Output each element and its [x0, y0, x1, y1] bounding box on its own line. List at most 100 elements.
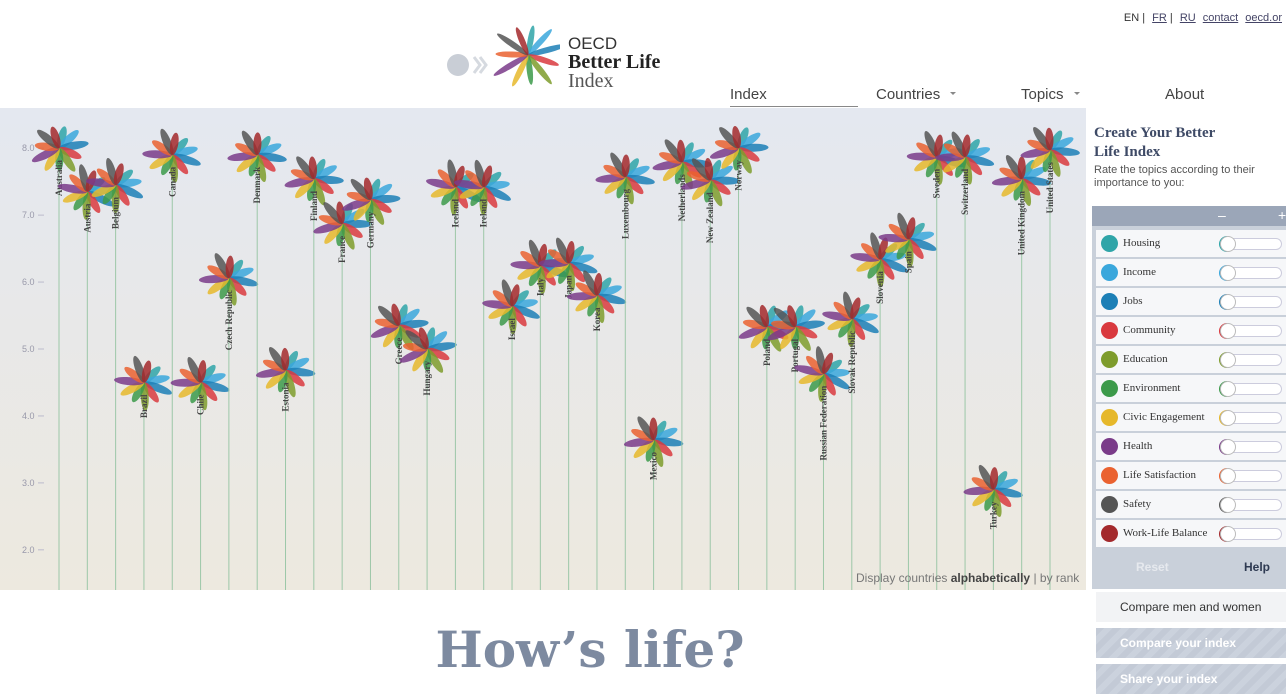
topic-icon [1101, 409, 1118, 426]
topic-icon [1101, 235, 1118, 252]
panel-header: – + [1092, 206, 1286, 226]
topic-icon [1101, 467, 1118, 484]
country-label: Netherlands [677, 174, 687, 221]
page: {"header": {"brand": "OECD", "title": "B… [0, 0, 1286, 693]
topic-row: Civic Engagement [1096, 404, 1286, 431]
topic-icon [1101, 525, 1118, 542]
nav-item[interactable]: Countries [876, 86, 956, 103]
country-label: Luxembourg [620, 188, 630, 239]
topic-row: Education [1096, 346, 1286, 373]
link[interactable]: contact [1203, 12, 1238, 24]
slider-knob[interactable] [1220, 526, 1236, 542]
slider-knob[interactable] [1220, 381, 1236, 397]
sep: | [1170, 12, 1173, 24]
topic-name: Housing [1123, 237, 1160, 249]
chart-background [0, 108, 1086, 590]
topic-name: Life Satisfaction [1123, 469, 1196, 481]
slider-knob[interactable] [1220, 265, 1236, 281]
topic-icon [1101, 322, 1118, 339]
rating-panel: – + Housing Income Jobs Community Education E… [1092, 206, 1286, 589]
country-label: Israel [507, 318, 517, 340]
topic-row: Safety [1096, 491, 1286, 518]
y-tick-label: 3.0 [22, 478, 35, 488]
country-label: United Kingdom [1017, 190, 1027, 255]
y-tick-label: 8.0 [22, 143, 35, 153]
lang[interactable]: RU [1180, 12, 1196, 24]
topic-name: Jobs [1123, 295, 1143, 307]
y-tick-label: 2.0 [22, 545, 35, 555]
country-label: Iceland [450, 199, 460, 228]
language-links: EN | FR | RU contact oecd.or [1124, 12, 1282, 24]
country-label: Korea [592, 307, 602, 331]
topic-name: Health [1123, 440, 1152, 452]
country-label: Finland [309, 191, 319, 221]
logo-arrows [474, 57, 486, 73]
country-label: Denmark [252, 167, 262, 204]
action-button[interactable]: Compare men and women [1096, 592, 1286, 622]
sort-label: Display countries [856, 571, 947, 585]
y-tick-label: 7.0 [22, 210, 35, 220]
sidebar-title: Create Your Better Life Index [1094, 124, 1234, 162]
country-label: Slovenia [875, 271, 885, 304]
country-label: Poland [762, 339, 772, 366]
topic-row: Community [1096, 317, 1286, 344]
topic-row: Jobs [1096, 288, 1286, 315]
country-label: Spain [903, 251, 913, 273]
link[interactable]: oecd.or [1245, 12, 1282, 24]
country-label: Estonia [281, 382, 291, 412]
nav-item[interactable]: About [1165, 86, 1204, 103]
topic-row: Environment [1096, 375, 1286, 402]
topic-name: Environment [1123, 382, 1180, 394]
lang[interactable]: EN [1124, 12, 1139, 24]
sort-control: Display countries alphabetically | by ra… [856, 571, 1079, 585]
country-label: Brazil [139, 394, 149, 418]
reset-button[interactable]: Reset [1136, 560, 1169, 574]
nav-item[interactable]: Index [730, 86, 767, 103]
country-label: Russian Federation [818, 386, 828, 461]
logo-globe [447, 54, 469, 76]
logo-flower [492, 25, 560, 88]
nav: Index Countries Topics About [730, 84, 1286, 108]
minus: – [1218, 207, 1226, 223]
slider-knob[interactable] [1220, 323, 1236, 339]
slider-knob[interactable] [1220, 497, 1236, 513]
flower-chart: 2.03.04.05.06.07.08.0AustraliaAustriaBel… [0, 108, 1086, 592]
country-label: Turkey [988, 501, 998, 529]
y-tick-label: 6.0 [22, 277, 35, 287]
country-label: Sweden [932, 169, 942, 199]
topic-name: Work-Life Balance [1123, 527, 1207, 539]
country-label: United States [1045, 162, 1055, 214]
logo [440, 10, 560, 105]
nav-item[interactable]: Topics [1021, 86, 1080, 103]
slider-knob[interactable] [1220, 294, 1236, 310]
plus: + [1278, 207, 1286, 223]
slider-knob[interactable] [1220, 236, 1236, 252]
topic-row: Income [1096, 259, 1286, 286]
sort-option[interactable]: by rank [1040, 571, 1079, 585]
slider-knob[interactable] [1220, 410, 1236, 426]
country-label: Germany [365, 211, 375, 248]
country-label: Italy [535, 277, 545, 296]
brand: OECD Better Life Index [568, 34, 660, 91]
topic-list: Housing Income Jobs Community Education Envir… [1092, 226, 1286, 547]
lang[interactable]: FR [1152, 12, 1167, 24]
help-button[interactable]: Help [1244, 560, 1270, 574]
country-label: Canada [167, 166, 177, 197]
topic-name: Community [1123, 324, 1176, 336]
slider-knob[interactable] [1220, 468, 1236, 484]
sep: | [1142, 12, 1145, 24]
sort-option[interactable]: alphabetically [951, 571, 1030, 585]
slider-knob[interactable] [1220, 439, 1236, 455]
panel-footer: Reset Help [1092, 549, 1286, 585]
nav-underline [730, 106, 858, 107]
country-label: Chile [196, 394, 206, 415]
sidebar: Create Your Better Life Index Rate the t… [1092, 108, 1286, 694]
headline: How’s life? [0, 620, 1180, 679]
topic-icon [1101, 264, 1118, 281]
topic-name: Safety [1123, 498, 1151, 510]
y-tick-label: 5.0 [22, 344, 35, 354]
topic-icon [1101, 293, 1118, 310]
sidebar-intro: Rate the topics according to their impor… [1094, 164, 1264, 190]
slider-knob[interactable] [1220, 352, 1236, 368]
topic-name: Education [1123, 353, 1168, 365]
